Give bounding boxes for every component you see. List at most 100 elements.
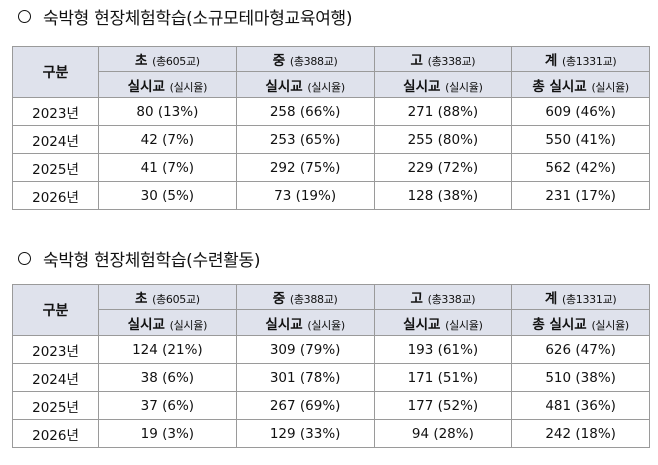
year-cell: 2026년 bbox=[12, 419, 99, 448]
subheader-note: (실시율) bbox=[169, 80, 208, 94]
table-row: 2025년 37 (6%) 267 (69%) 177 (52%) 481 (3… bbox=[12, 391, 650, 420]
subheader-cell: 실시교 (실시율) bbox=[98, 71, 237, 98]
table-row: 2026년 30 (5%) 73 (19%) 128 (38%) 231 (17… bbox=[12, 181, 650, 210]
value-cell: 550 (41%) bbox=[511, 125, 650, 154]
group-total: (총605교) bbox=[152, 293, 200, 306]
year-cell: 2025년 bbox=[12, 153, 99, 182]
section-title: 숙박형 현장체험학습(수련활동) bbox=[43, 251, 261, 271]
value-cell: 301 (78%) bbox=[235, 363, 375, 392]
subheader-main: 실시교 bbox=[403, 316, 441, 333]
group-name: 중 bbox=[272, 291, 286, 307]
value-cell: 73 (19%) bbox=[235, 181, 375, 210]
value-cell: 229 (72%) bbox=[373, 153, 513, 182]
value-cell: 193 (61%) bbox=[373, 335, 513, 364]
subheader-note: (실시율) bbox=[307, 318, 345, 332]
value-cell: 80 (13%) bbox=[98, 97, 237, 126]
subheader-cell: 총 실시교 (실시율) bbox=[511, 71, 650, 98]
table-row: 2024년 38 (6%) 301 (78%) 171 (51%) 510 (3… bbox=[12, 363, 650, 392]
header-gubun: 구분 bbox=[12, 46, 99, 98]
value-cell: 253 (65%) bbox=[235, 125, 375, 154]
value-cell: 255 (80%) bbox=[373, 125, 513, 154]
subheader-cell: 실시교 (실시율) bbox=[373, 71, 513, 98]
value-cell: 562 (42%) bbox=[511, 153, 650, 182]
table-row: 2023년 124 (21%) 309 (79%) 193 (61%) 626 … bbox=[12, 335, 650, 364]
subheader-main: 총 실시교 bbox=[532, 78, 587, 95]
section-heading: 숙박형 현장체험학습(수련활동) bbox=[18, 250, 261, 272]
circle-bullet-icon bbox=[18, 10, 31, 23]
value-cell: 38 (6%) bbox=[98, 363, 237, 392]
stats-table: 구분 초 (총605교) 중 (총388교) 고 (총338교) 계 (총133… bbox=[12, 284, 650, 448]
value-cell: 510 (38%) bbox=[511, 363, 650, 392]
value-cell: 41 (7%) bbox=[98, 153, 237, 182]
subheader-main: 실시교 bbox=[265, 316, 303, 333]
value-cell: 271 (88%) bbox=[373, 97, 513, 126]
value-cell: 129 (33%) bbox=[235, 419, 375, 448]
group-name: 고 bbox=[410, 53, 423, 69]
group-name: 계 bbox=[544, 291, 558, 307]
subheader-main: 실시교 bbox=[265, 78, 303, 95]
group-name: 고 bbox=[410, 291, 423, 307]
header-group-total: 계 (총1331교) bbox=[511, 284, 650, 310]
value-cell: 292 (75%) bbox=[235, 153, 375, 182]
subheader-main: 총 실시교 bbox=[532, 316, 587, 333]
group-name: 중 bbox=[272, 53, 286, 69]
group-total: (총388교) bbox=[289, 55, 338, 68]
value-cell: 128 (38%) bbox=[373, 181, 513, 210]
group-name: 초 bbox=[134, 53, 148, 69]
value-cell: 171 (51%) bbox=[373, 363, 513, 392]
group-total: (총338교) bbox=[427, 55, 476, 68]
header-row-sub: 실시교 (실시율) 실시교 (실시율) 실시교 (실시율) 총 실시교 (실시율… bbox=[13, 309, 650, 336]
header-group-high: 고 (총338교) bbox=[373, 46, 513, 72]
value-cell: 609 (46%) bbox=[511, 97, 650, 126]
value-cell: 267 (69%) bbox=[235, 391, 375, 420]
group-total: (총605교) bbox=[152, 55, 200, 68]
header-group-elementary: 초 (총605교) bbox=[98, 46, 237, 72]
header-gubun: 구분 bbox=[12, 284, 99, 336]
group-total: (총1331교) bbox=[561, 293, 617, 306]
value-cell: 30 (5%) bbox=[98, 181, 237, 210]
value-cell: 37 (6%) bbox=[98, 391, 237, 420]
section-heading: 숙박형 현장체험학습(소규모테마형교육여행) bbox=[18, 8, 353, 30]
value-cell: 124 (21%) bbox=[98, 335, 237, 364]
subheader-cell: 실시교 (실시율) bbox=[373, 309, 513, 336]
header-group-elementary: 초 (총605교) bbox=[98, 284, 237, 310]
year-cell: 2024년 bbox=[12, 125, 99, 154]
value-cell: 626 (47%) bbox=[511, 335, 650, 364]
subheader-note: (실시율) bbox=[445, 318, 483, 332]
subheader-main: 실시교 bbox=[127, 316, 165, 333]
stats-table: 구분 초 (총605교) 중 (총388교) 고 (총338교) 계 (총133… bbox=[12, 46, 650, 210]
header-row-sub: 실시교 (실시율) 실시교 (실시율) 실시교 (실시율) 총 실시교 (실시율… bbox=[13, 71, 650, 98]
year-cell: 2023년 bbox=[12, 97, 99, 126]
value-cell: 258 (66%) bbox=[235, 97, 375, 126]
header-row-groups: 구분 초 (총605교) 중 (총388교) 고 (총338교) 계 (총133… bbox=[12, 46, 650, 98]
subheader-cell: 총 실시교 (실시율) bbox=[511, 309, 650, 336]
header-group-total: 계 (총1331교) bbox=[511, 46, 650, 72]
header-group-high: 고 (총338교) bbox=[373, 284, 513, 310]
year-cell: 2023년 bbox=[12, 335, 99, 364]
value-cell: 177 (52%) bbox=[373, 391, 513, 420]
value-cell: 42 (7%) bbox=[98, 125, 237, 154]
year-cell: 2026년 bbox=[12, 181, 99, 210]
group-name: 계 bbox=[544, 53, 558, 69]
subheader-note: (실시율) bbox=[169, 318, 208, 332]
table-row: 2024년 42 (7%) 253 (65%) 255 (80%) 550 (4… bbox=[12, 125, 650, 154]
subheader-note: (실시율) bbox=[445, 80, 483, 94]
subheader-cell: 실시교 (실시율) bbox=[235, 71, 375, 98]
header-row-groups: 구분 초 (총605교) 중 (총388교) 고 (총338교) 계 (총133… bbox=[12, 284, 650, 336]
group-name: 초 bbox=[134, 291, 148, 307]
group-total: (총1331교) bbox=[561, 55, 617, 68]
year-cell: 2024년 bbox=[12, 363, 99, 392]
value-cell: 231 (17%) bbox=[511, 181, 650, 210]
subheader-cell: 실시교 (실시율) bbox=[235, 309, 375, 336]
subheader-note: (실시율) bbox=[307, 80, 345, 94]
subheader-main: 실시교 bbox=[127, 78, 165, 95]
header-group-middle: 중 (총388교) bbox=[235, 284, 375, 310]
header-group-middle: 중 (총388교) bbox=[235, 46, 375, 72]
group-total: (총388교) bbox=[289, 293, 338, 306]
value-cell: 19 (3%) bbox=[98, 419, 237, 448]
value-cell: 242 (18%) bbox=[511, 419, 650, 448]
year-cell: 2025년 bbox=[12, 391, 99, 420]
table-row: 2023년 80 (13%) 258 (66%) 271 (88%) 609 (… bbox=[12, 97, 650, 126]
value-cell: 309 (79%) bbox=[235, 335, 375, 364]
value-cell: 481 (36%) bbox=[511, 391, 650, 420]
